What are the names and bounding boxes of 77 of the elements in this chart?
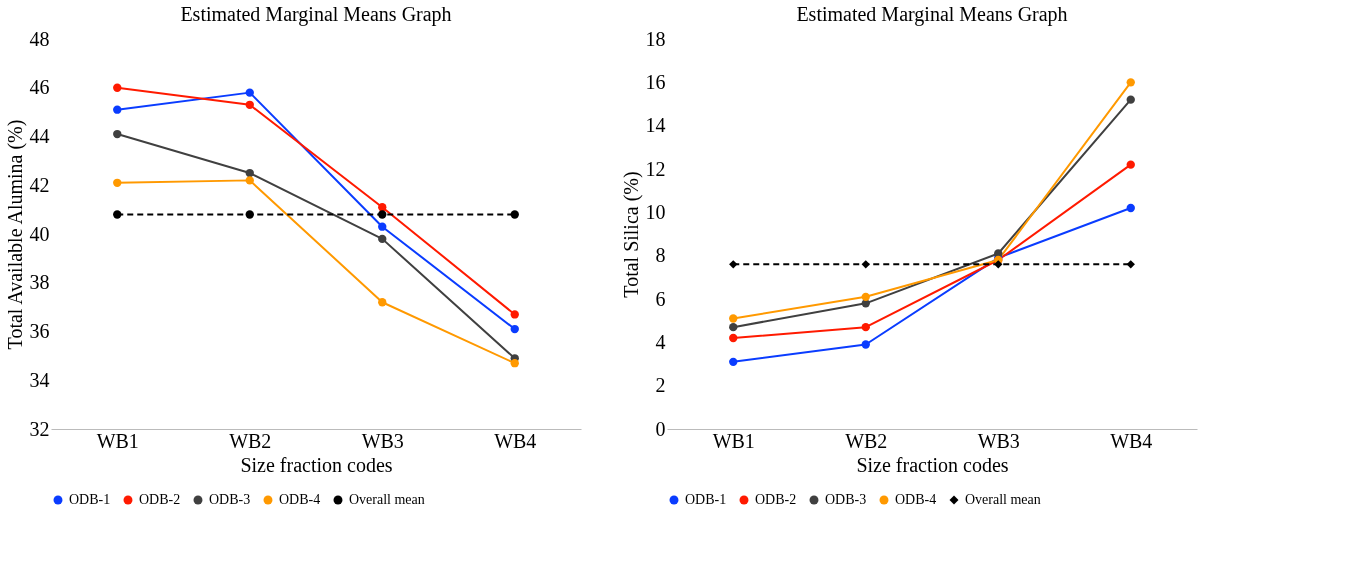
point (861, 322, 870, 332)
legend-label: ODB-3 (825, 492, 867, 507)
x-tick-label: WB1 (712, 429, 755, 452)
y-tick-label: 46 (29, 76, 50, 99)
legend-label: ODB-1 (69, 492, 111, 507)
point (861, 260, 870, 269)
point (378, 203, 387, 212)
x-tick-label: WB1 (96, 429, 139, 452)
y-tick-label: 34 (29, 368, 50, 391)
y-tick-label: 0 (655, 417, 666, 440)
y-tick-label: 10 (645, 200, 666, 223)
point (113, 83, 122, 92)
y-tick-label: 2 (655, 374, 666, 397)
point (729, 314, 738, 323)
y-tick-label: 32 (29, 417, 50, 440)
y-tick-label: 42 (29, 173, 50, 196)
point (729, 357, 738, 367)
legend-label: ODB-2 (139, 492, 181, 507)
point (378, 234, 387, 244)
point (729, 333, 738, 343)
legend-label: ODB-4 (895, 492, 937, 507)
point (510, 359, 519, 368)
y-tick-label: 8 (655, 244, 666, 267)
point (729, 260, 738, 269)
legend-label: Overall mean (965, 492, 1041, 507)
y-tick-label: 12 (645, 157, 666, 180)
x-tick-label: WB4 (494, 429, 537, 452)
point (1126, 260, 1135, 269)
point (378, 222, 387, 231)
y-tick-label: 38 (29, 271, 50, 294)
x-axis-title: Size fraction codes (240, 453, 393, 476)
legend-label: ODB-3 (209, 492, 251, 507)
point (1126, 95, 1135, 104)
point (1126, 78, 1135, 87)
x-tick-label: WB3 (977, 429, 1020, 452)
point (510, 324, 519, 334)
point (510, 310, 519, 319)
x-axis-title: Size fraction codes (856, 453, 1009, 476)
point (245, 168, 254, 178)
x-tick-label: WB4 (1110, 429, 1153, 452)
chart-title: Estimated Marginal Means Graph (180, 3, 452, 26)
y-tick-label: 48 (29, 27, 50, 50)
point (861, 292, 870, 302)
point (245, 100, 254, 109)
point (510, 210, 519, 219)
y-tick-label: 14 (645, 114, 666, 137)
y-axis-title: Total Silica (%) (619, 171, 643, 298)
point (113, 210, 122, 219)
y-tick-label: 18 (645, 27, 666, 50)
y-tick-label: 6 (655, 287, 666, 310)
chart-title: Estimated Marginal Means Graph (796, 3, 1068, 26)
point (378, 298, 387, 307)
point (994, 260, 1003, 269)
legend-label: ODB-4 (279, 492, 321, 507)
point (378, 210, 387, 219)
y-tick-label: 40 (29, 222, 50, 245)
x-tick-label: WB3 (361, 429, 404, 452)
y-tick-label: 36 (29, 320, 50, 342)
point (113, 129, 122, 139)
point (113, 178, 122, 187)
y-tick-label: 4 (655, 330, 666, 353)
y-tick-label: 16 (645, 70, 666, 93)
point (245, 88, 254, 97)
legend-label: ODB-1 (685, 492, 727, 507)
point (245, 176, 254, 185)
point (729, 322, 738, 332)
point (245, 210, 254, 219)
legend-label: ODB-2 (755, 492, 797, 507)
x-tick-label: WB2 (845, 429, 888, 452)
point (861, 340, 870, 349)
x-tick-label: WB2 (229, 429, 272, 452)
point (113, 105, 122, 114)
y-axis-title: Total Available Alumina (%) (3, 119, 27, 350)
legend-label: Overall mean (349, 492, 425, 507)
point (1126, 203, 1135, 213)
point (1126, 160, 1135, 169)
y-tick-label: 44 (29, 125, 50, 147)
